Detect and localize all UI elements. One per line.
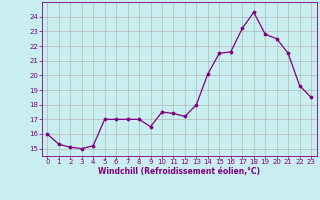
X-axis label: Windchill (Refroidissement éolien,°C): Windchill (Refroidissement éolien,°C) — [98, 167, 260, 176]
